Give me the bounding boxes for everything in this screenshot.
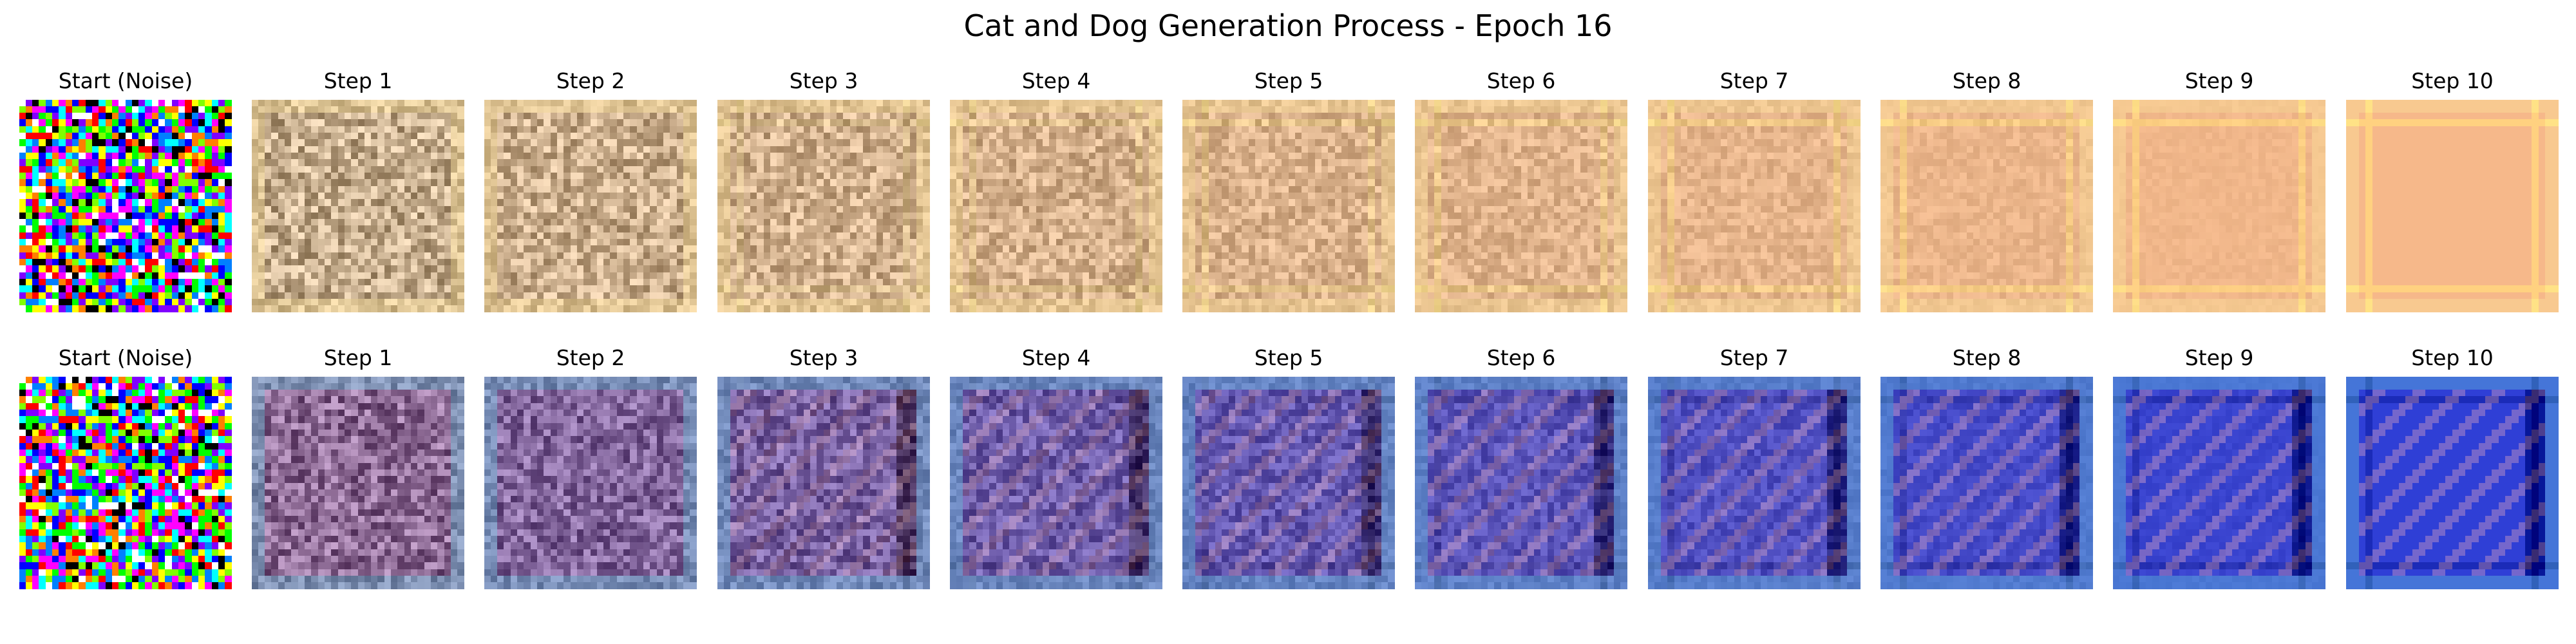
cell-title: Step 4 bbox=[1021, 68, 1091, 93]
generated-image bbox=[484, 100, 697, 312]
generated-image bbox=[1415, 100, 1627, 312]
cell-title: Step 10 bbox=[2411, 68, 2494, 93]
generated-image bbox=[950, 377, 1162, 589]
cell-title: Step 6 bbox=[1486, 68, 1556, 93]
generated-image bbox=[2113, 377, 2325, 589]
cell-title: Step 8 bbox=[1952, 68, 2022, 93]
cell-title: Step 4 bbox=[1021, 345, 1091, 370]
cell-title: Step 7 bbox=[1719, 345, 1789, 370]
generated-image bbox=[252, 100, 464, 312]
generated-image bbox=[950, 100, 1162, 312]
generated-image bbox=[1880, 100, 2093, 312]
cell-title: Step 9 bbox=[2184, 345, 2254, 370]
generated-image bbox=[717, 377, 930, 589]
cell-title: Step 2 bbox=[556, 345, 625, 370]
cell-title: Step 2 bbox=[556, 68, 625, 93]
cell-title: Step 9 bbox=[2184, 68, 2254, 93]
cell-title: Step 8 bbox=[1952, 345, 2022, 370]
generated-image bbox=[1648, 377, 1861, 589]
generated-image bbox=[252, 377, 464, 589]
generated-image bbox=[2113, 100, 2325, 312]
cell-title: Step 3 bbox=[789, 345, 858, 370]
generated-image bbox=[1182, 377, 1395, 589]
generated-image bbox=[1415, 377, 1627, 589]
generated-image bbox=[1182, 100, 1395, 312]
figure-title: Cat and Dog Generation Process - Epoch 1… bbox=[963, 8, 1613, 43]
cell-title: Step 5 bbox=[1254, 345, 1323, 370]
generated-image bbox=[484, 377, 697, 589]
generated-image bbox=[2346, 100, 2559, 312]
noise-image bbox=[19, 377, 232, 589]
cell-title: Start (Noise) bbox=[58, 68, 193, 93]
cell-title: Step 10 bbox=[2411, 345, 2494, 370]
generated-image bbox=[1880, 377, 2093, 589]
noise-image bbox=[19, 100, 232, 312]
cell-title: Step 6 bbox=[1486, 345, 1556, 370]
cell-title: Step 7 bbox=[1719, 68, 1789, 93]
cell-title: Step 3 bbox=[789, 68, 858, 93]
cell-title: Step 1 bbox=[323, 345, 393, 370]
generated-image bbox=[1648, 100, 1861, 312]
generated-image bbox=[2346, 377, 2559, 589]
cell-title: Start (Noise) bbox=[58, 345, 193, 370]
cell-title: Step 1 bbox=[323, 68, 393, 93]
cell-title: Step 5 bbox=[1254, 68, 1323, 93]
generated-image bbox=[717, 100, 930, 312]
